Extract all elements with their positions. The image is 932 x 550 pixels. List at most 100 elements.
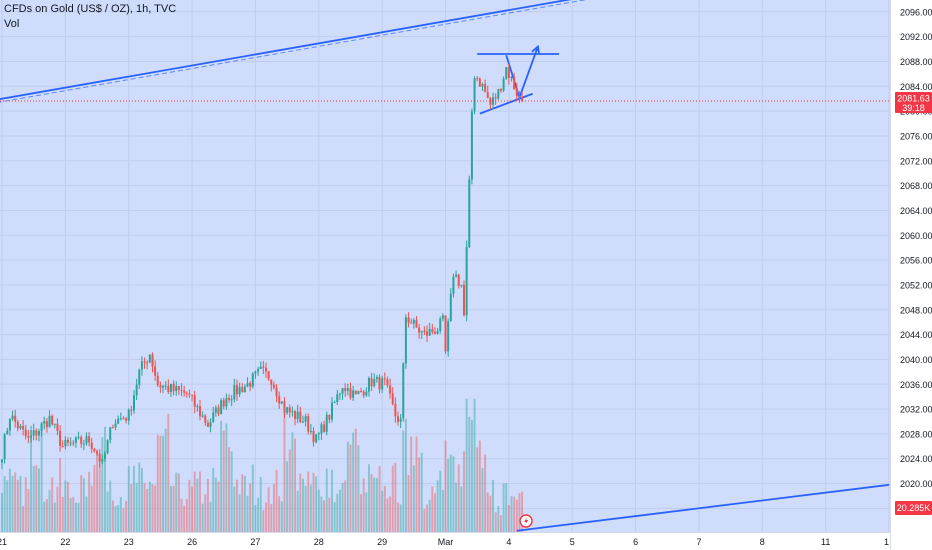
volume-bar xyxy=(349,444,352,532)
candle-body xyxy=(317,433,320,435)
volume-bar xyxy=(309,484,312,532)
lightning-marker-icon[interactable] xyxy=(519,514,533,528)
volume-bar xyxy=(323,500,326,532)
candle-body xyxy=(499,89,502,91)
price-tick-label: 2044.00 xyxy=(900,330,932,340)
price-tick-label: 2052.00 xyxy=(900,280,932,290)
candle-body xyxy=(156,375,159,386)
candle-body xyxy=(312,430,315,443)
price-axis-background xyxy=(890,0,932,550)
candle-body xyxy=(1,459,3,463)
volume-bar xyxy=(45,499,48,532)
candle-body xyxy=(201,415,204,417)
volume-bar xyxy=(130,484,133,532)
candle-body xyxy=(35,430,38,436)
candle-body xyxy=(64,439,67,447)
price-tick-label: 2032.00 xyxy=(900,405,932,415)
volume-bar xyxy=(19,476,22,532)
candle-body xyxy=(220,400,223,414)
candle-body xyxy=(410,322,413,324)
candle-body xyxy=(296,411,299,419)
volume-bar xyxy=(294,438,296,532)
candle-body xyxy=(51,415,54,425)
projection-arrowhead xyxy=(531,44,541,55)
candle-body xyxy=(447,321,450,352)
volume-bar xyxy=(85,496,88,532)
volume-bar xyxy=(283,411,286,532)
candle-body xyxy=(370,378,373,387)
chart-title: CFDs on Gold (US$ / OZ), 1h, TVC xyxy=(4,3,177,15)
candle-body xyxy=(225,397,228,407)
volume-bar xyxy=(88,471,91,532)
candle-body xyxy=(103,453,106,459)
candle-body xyxy=(460,284,463,286)
candle-body xyxy=(394,403,397,417)
candle-body xyxy=(507,67,510,78)
candle-body xyxy=(230,399,233,401)
price-tick-label: 2096.00 xyxy=(900,7,932,17)
volume-bar xyxy=(426,504,428,532)
candle-body xyxy=(436,330,439,334)
volume-bar xyxy=(24,477,27,532)
volume-bar xyxy=(434,493,436,532)
candle-body xyxy=(397,416,399,422)
price-tick-label: 2068.00 xyxy=(900,181,932,191)
price-tick-label: 2084.00 xyxy=(900,82,932,92)
volume-bar xyxy=(148,481,151,532)
candle-body xyxy=(88,436,91,443)
volume-bar xyxy=(431,486,434,532)
candle-body xyxy=(22,426,25,430)
candle-body xyxy=(127,409,130,421)
candle-body xyxy=(180,389,183,391)
candle-body xyxy=(463,284,465,316)
candle-body xyxy=(114,423,117,428)
volume-bar xyxy=(241,474,244,532)
volume-bar xyxy=(140,468,143,532)
candle-body xyxy=(146,362,149,364)
candle-body xyxy=(336,394,339,402)
volume-bar xyxy=(80,475,83,532)
volume-bar xyxy=(352,432,355,532)
volume-bar xyxy=(14,472,17,532)
candle-body xyxy=(473,78,476,112)
volume-bar xyxy=(307,471,310,532)
volume-bar xyxy=(27,489,30,532)
price-axis[interactable]: 2096.002092.002088.002084.002080.002076.… xyxy=(890,0,932,550)
plot-area[interactable] xyxy=(0,0,890,532)
volume-bar xyxy=(238,494,241,532)
candle-body xyxy=(122,418,125,420)
volume-bar xyxy=(3,476,6,532)
candle-body xyxy=(360,391,363,393)
volume-bar xyxy=(32,465,35,532)
volume-bar xyxy=(288,449,291,532)
candle-body xyxy=(521,96,524,102)
candle-body xyxy=(243,386,246,393)
candle-body xyxy=(67,439,69,443)
candle-body xyxy=(262,366,265,368)
candle-body xyxy=(367,378,370,392)
bar-countdown: 39:18 xyxy=(902,103,925,113)
candle-body xyxy=(283,401,286,413)
candle-body xyxy=(323,424,326,432)
candle-body xyxy=(98,453,101,462)
candle-body xyxy=(143,361,146,363)
volume-bar xyxy=(415,436,418,532)
volume-bar xyxy=(412,465,415,532)
price-tick-label: 2064.00 xyxy=(900,206,932,216)
candle-body xyxy=(294,411,297,419)
candle-body xyxy=(193,395,196,407)
volume-bar xyxy=(135,482,138,532)
candle-body xyxy=(185,392,188,394)
candle-body xyxy=(138,369,141,385)
candle-body xyxy=(154,366,157,376)
volume-bar xyxy=(59,458,62,532)
candle-body xyxy=(96,451,99,454)
volume-bar xyxy=(452,456,455,532)
candle-body xyxy=(407,317,410,323)
price-tick-label: 2076.00 xyxy=(900,131,932,141)
time-axis[interactable]: 21222326272829Mar45678111 xyxy=(0,532,890,550)
volume-bar xyxy=(30,425,32,532)
candle-body xyxy=(53,423,56,425)
upper-channel-line xyxy=(0,0,572,100)
